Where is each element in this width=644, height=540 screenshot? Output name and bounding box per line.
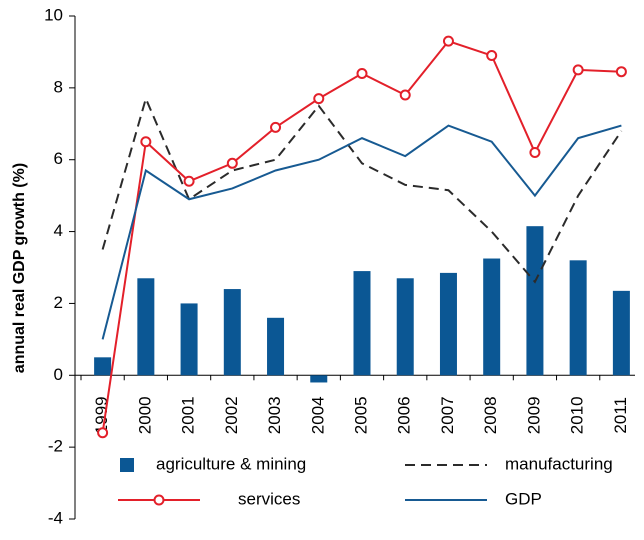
- marker: [486, 50, 498, 62]
- marker: [313, 93, 325, 105]
- legend-label: agriculture & mining: [156, 454, 306, 473]
- marker: [529, 147, 541, 159]
- y-tick-label: -2: [48, 437, 63, 456]
- bar: [353, 271, 371, 376]
- bar: [180, 303, 198, 376]
- marker: [97, 427, 109, 439]
- x-tick-label: 2007: [438, 396, 457, 434]
- bar: [94, 357, 112, 376]
- bar: [612, 290, 630, 376]
- x-tick-label: 2001: [179, 396, 198, 434]
- y-tick-label: 4: [54, 221, 63, 240]
- legend-label: manufacturing: [505, 454, 613, 473]
- line: [101, 95, 623, 284]
- legend-marker: [153, 494, 165, 506]
- marker: [615, 66, 627, 78]
- legend-label: services: [238, 489, 300, 508]
- y-tick-label: -4: [48, 508, 63, 527]
- marker: [356, 67, 368, 79]
- legend-label: GDP: [505, 489, 542, 508]
- x-tick-label: 2010: [568, 396, 587, 434]
- line: [101, 124, 622, 340]
- marker: [140, 136, 152, 148]
- bar: [526, 226, 544, 376]
- legend-key: [120, 458, 134, 472]
- x-tick-label: 2009: [524, 396, 543, 434]
- y-tick-label: 6: [54, 149, 63, 168]
- marker: [270, 121, 282, 133]
- x-tick-label: 2002: [222, 396, 241, 434]
- bar: [396, 278, 414, 376]
- x-tick-label: 2006: [395, 396, 414, 434]
- y-tick-label: 0: [54, 365, 63, 384]
- x-tick-label: 2005: [351, 396, 370, 434]
- y-tick-label: 2: [54, 293, 63, 312]
- x-tick-label: 2003: [265, 396, 284, 434]
- x-tick-label: 2011: [611, 397, 630, 434]
- x-tick-label: 2004: [308, 396, 327, 434]
- marker: [442, 35, 454, 47]
- marker: [399, 89, 411, 101]
- bar: [223, 289, 241, 376]
- marker: [572, 64, 584, 76]
- x-tick-label: 2000: [135, 396, 154, 434]
- y-axis-label: annual real GDP growth (%): [11, 163, 28, 373]
- y-tick-label: 8: [54, 77, 63, 96]
- bar: [267, 317, 285, 376]
- bar: [439, 272, 457, 376]
- bar: [569, 260, 587, 376]
- bar: [137, 278, 155, 376]
- y-tick-label: 10: [44, 5, 63, 24]
- bar: [483, 258, 501, 376]
- marker: [226, 157, 238, 169]
- bar: [310, 375, 328, 383]
- x-tick-label: 2008: [481, 396, 500, 434]
- marker: [183, 175, 195, 187]
